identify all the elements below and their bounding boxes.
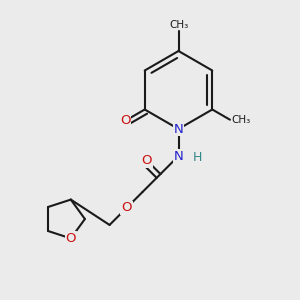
Text: CH₃: CH₃ — [231, 115, 251, 125]
Text: O: O — [141, 154, 152, 167]
Text: O: O — [120, 114, 130, 127]
Text: H: H — [193, 151, 202, 164]
Text: O: O — [121, 202, 132, 214]
Text: CH₃: CH₃ — [169, 20, 188, 30]
Text: O: O — [66, 232, 76, 245]
Text: N: N — [174, 149, 183, 163]
Text: N: N — [174, 122, 183, 136]
